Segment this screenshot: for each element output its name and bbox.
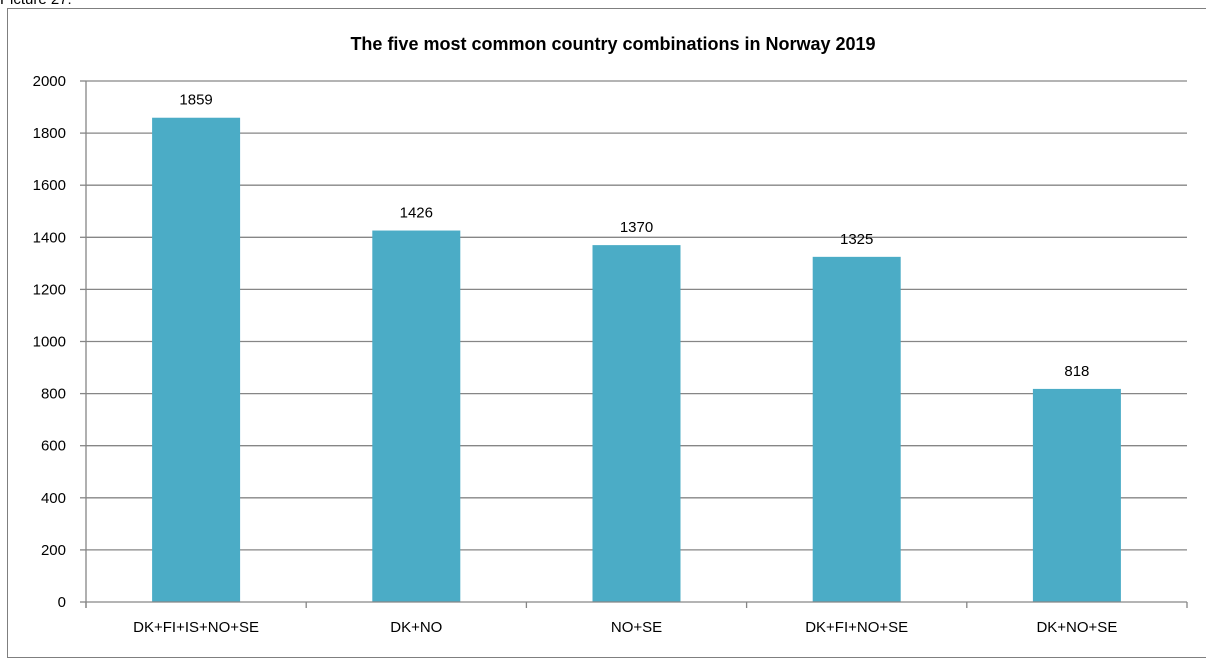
labels: 0 200 400 600 800 1000 1200 1400 1600 1800 2000 185… [33,73,1118,636]
x-tick-label: DK+NO+SE [1036,619,1117,636]
bar [1032,388,1121,602]
data-label: 1859 [179,92,212,109]
y-tick-label: 600 [41,438,66,455]
y-tick-label: 0 [58,594,66,611]
y-tick-label: 1800 [33,125,66,142]
x-tick-label: DK+NO [390,619,442,636]
bars [152,117,1121,603]
data-label: 1426 [400,205,433,222]
data-label: 1325 [840,231,873,248]
bar [812,256,901,602]
gridlines [86,80,1187,551]
y-tick-label: 1200 [33,281,66,298]
bar [592,245,681,603]
x-tick-label: NO+SE [611,619,662,636]
chart-title: The five most common country combination… [350,34,875,54]
y-tick-label: 1600 [33,177,66,194]
x-tick-label: DK+FI+IS+NO+SE [133,619,259,636]
x-tick-label: DK+FI+NO+SE [805,619,908,636]
y-tick-label: 1000 [33,334,66,351]
y-tick-label: 800 [41,386,66,403]
bar [152,117,241,602]
picture-caption: Picture 27: [0,0,72,8]
bar [372,230,461,603]
y-tick-label: 400 [41,490,66,507]
y-tick-label: 1400 [33,229,66,246]
y-tick-label: 200 [41,542,66,559]
y-tick-label: 2000 [33,73,66,90]
data-label: 818 [1064,363,1089,380]
axes [80,80,1188,608]
data-label: 1370 [620,219,653,236]
